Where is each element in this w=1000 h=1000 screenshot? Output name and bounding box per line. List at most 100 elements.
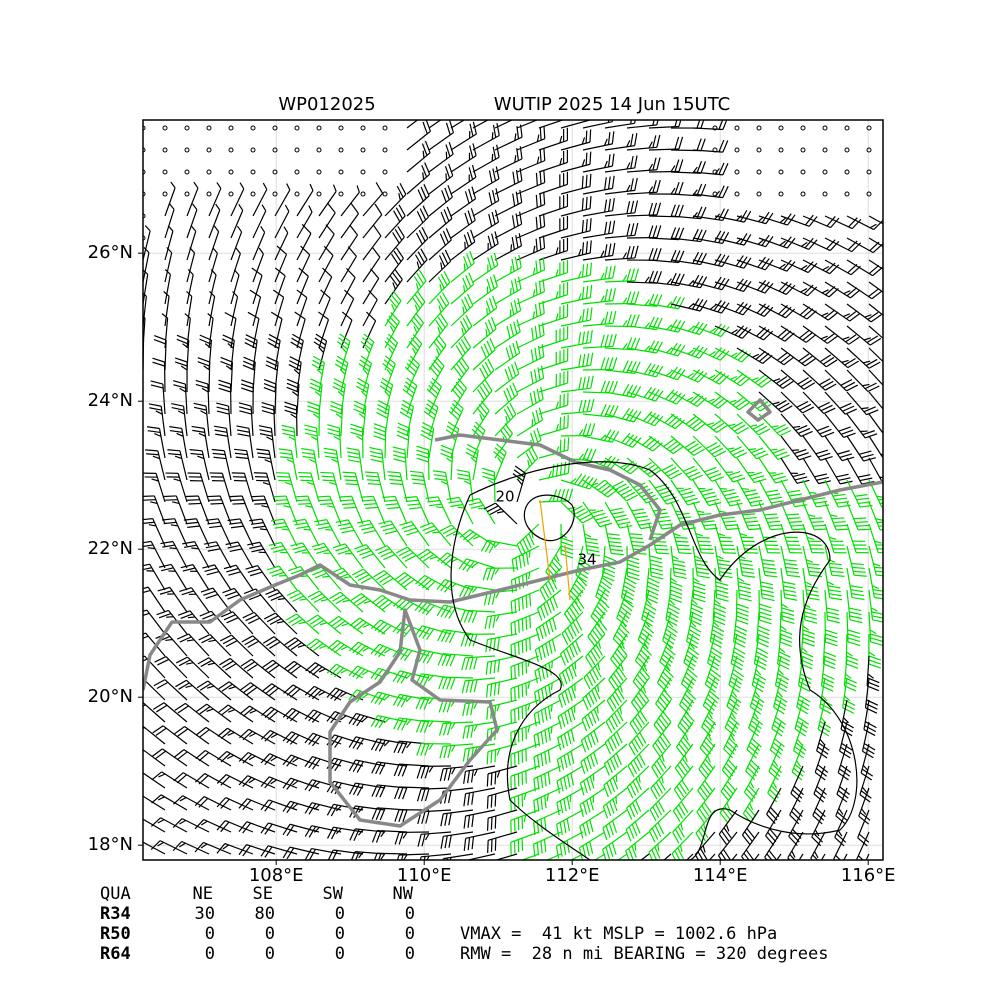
barb-feather [672,875,678,886]
barb-feather [826,359,838,368]
table-header: NW [393,884,414,904]
barb-feather [431,377,442,388]
barb-feather [443,270,451,283]
calm-marker [162,191,168,197]
calm-marker [382,147,388,153]
barb-shaft [404,450,408,481]
barb-feather [862,383,870,387]
barb-feather [601,577,613,586]
barb-feather [656,248,662,261]
barb-feather [419,551,431,560]
barb-feather [815,807,826,818]
barb-shaft [487,765,518,775]
barb-feather [667,607,680,615]
barb-feather [718,208,725,221]
barb-feather [470,504,484,509]
barb-feather [608,844,614,858]
barb-feather [711,647,723,655]
barb-feather [470,456,477,463]
barb-shaft [362,278,380,305]
barb-feather [353,595,365,604]
barb-feather [203,590,216,596]
barb-feather [582,376,586,390]
barb-feather [304,848,313,860]
barb-feather [303,528,311,531]
calm-marker [822,147,828,153]
barb-shaft [143,477,144,480]
barb-shaft [469,529,496,547]
barb-feather [270,733,278,739]
barb-feather [652,157,657,171]
barb-feather [604,334,609,347]
barb-feather [819,720,832,729]
barb-feather [515,557,519,571]
barb-feather [534,347,538,361]
barb-shaft [780,303,808,320]
barb-feather [652,340,660,353]
barb-feather [260,822,269,834]
barb-shaft [290,754,320,767]
barb-feather [740,567,754,570]
barb-shaft [714,325,743,339]
barb-feather [268,333,281,341]
barb-feather [653,763,662,776]
barb-feather [827,615,840,620]
barb-feather [783,356,795,366]
barb-feather [753,450,766,457]
barb-shaft [670,545,675,576]
barb-shaft [756,611,760,642]
barb-feather [673,533,681,537]
barb-shaft [207,680,232,701]
barb-feather [429,556,438,560]
barb-feather [355,851,360,860]
barb-feather [755,350,766,360]
barb-feather [342,471,356,474]
barb-feather [519,541,526,554]
barb-feather [666,324,673,331]
barb-feather [495,188,500,201]
barb-shaft [516,181,545,195]
barb-shaft [670,391,698,407]
barb-feather [489,661,493,675]
barb-feather [666,499,680,505]
barb-feather [143,658,148,662]
barb-feather [639,635,650,645]
barb-feather [634,337,641,351]
barb-feather [201,636,214,644]
barb-feather [751,738,762,748]
barb-feather [248,617,261,625]
barb-feather [655,803,662,816]
barb-shaft [203,428,210,459]
barb-shaft [556,831,584,847]
barb-feather [685,468,698,475]
barb-feather [740,563,753,567]
barb-feather [308,734,318,745]
barb-shaft [386,545,408,569]
barb-feather [670,589,683,595]
barb-feather [196,680,209,689]
barb-feather [791,873,794,880]
barb-feather [448,631,456,643]
barb-shaft [582,413,613,418]
barb-feather [130,794,140,802]
barb-feather [465,657,470,670]
barb-feather [440,836,444,849]
barb-feather [563,798,567,812]
barb-feather [567,437,570,451]
barb-shaft [692,523,702,553]
barb-feather [461,680,466,694]
barb-feather [289,360,301,367]
barb-shaft [252,210,267,239]
barb-shaft [557,699,584,718]
barb-shaft [362,192,384,217]
barb-feather [615,518,629,522]
barb-feather [657,866,658,873]
barb-feather [611,715,618,728]
barb-feather [862,750,874,759]
barb-feather [608,357,614,370]
barb-feather [879,529,883,531]
barb-feather [604,266,608,280]
barb-feather [555,423,559,432]
calm-marker [778,125,784,131]
barb-feather [308,687,319,698]
